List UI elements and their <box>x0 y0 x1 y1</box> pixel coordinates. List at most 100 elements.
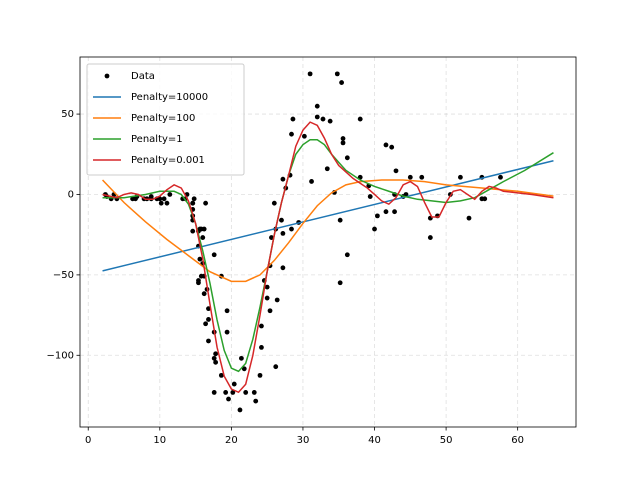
data-point <box>200 235 206 240</box>
x-tick-label: 50 <box>440 435 453 446</box>
x-tick-label: 40 <box>368 435 381 446</box>
data-point <box>213 351 219 357</box>
data-point <box>257 372 263 378</box>
data-point <box>393 168 399 174</box>
data-point <box>419 174 425 180</box>
data-point <box>466 215 472 221</box>
data-point <box>213 359 219 365</box>
data-point <box>264 284 270 290</box>
data-point <box>339 80 344 85</box>
data-point <box>223 390 229 395</box>
data-point <box>383 209 389 215</box>
data-point <box>334 71 340 77</box>
data-point <box>196 280 201 286</box>
data-point <box>309 179 314 184</box>
data-point <box>279 217 284 223</box>
data-point <box>259 323 264 329</box>
data-point <box>392 209 397 215</box>
data-point <box>243 390 249 395</box>
data-point <box>269 235 274 240</box>
data-point <box>337 280 343 286</box>
line-series <box>102 179 554 283</box>
legend-label: Penalty=0.001 <box>131 155 205 166</box>
y-tick-label: 50 <box>61 109 74 120</box>
line-series <box>102 121 554 394</box>
data-point <box>253 398 259 404</box>
data-point <box>324 166 330 172</box>
data-point <box>237 407 243 413</box>
data-point <box>230 390 236 395</box>
data-point <box>344 155 350 161</box>
data-point <box>498 174 503 180</box>
data-point <box>224 329 230 335</box>
data-point <box>301 133 307 139</box>
data-point <box>251 390 257 395</box>
data-point <box>314 114 320 120</box>
plot-frame <box>79 56 577 428</box>
y-tick-label: −50 <box>53 270 74 281</box>
data-point <box>340 140 346 146</box>
data-point <box>374 213 380 219</box>
data-point <box>224 308 230 314</box>
legend-label: Penalty=10000 <box>131 92 208 103</box>
data-point <box>206 317 211 322</box>
data-point <box>164 200 170 206</box>
data-point <box>267 308 273 314</box>
data-point <box>211 252 217 258</box>
data-point <box>206 306 211 312</box>
legend-marker <box>104 73 110 79</box>
legend-label: Penalty=100 <box>131 113 195 124</box>
data-point <box>241 366 247 372</box>
legend-box <box>86 63 245 176</box>
x-tick-label: 0 <box>85 435 91 446</box>
data-point <box>218 372 224 378</box>
data-point <box>307 71 313 77</box>
data-point <box>372 226 377 232</box>
data-point <box>167 192 173 197</box>
data-point <box>158 200 164 206</box>
line-series <box>102 159 554 272</box>
data-point <box>211 355 217 361</box>
legend-label: Data <box>131 71 155 82</box>
data-point <box>274 297 280 303</box>
y-tick-label: 0 <box>68 189 74 200</box>
data-point <box>383 142 389 148</box>
data-point <box>458 174 463 180</box>
data-point <box>290 116 296 122</box>
data-point <box>191 196 197 202</box>
data-point <box>389 144 395 150</box>
data-point <box>314 103 320 109</box>
data-point <box>482 196 488 202</box>
data-point <box>273 364 279 370</box>
data-point <box>161 196 167 202</box>
data-point <box>206 338 211 344</box>
x-tick-label: 20 <box>225 435 238 446</box>
x-tick-label: 10 <box>153 435 166 446</box>
data-point <box>280 176 286 182</box>
data-point <box>231 381 237 387</box>
data-point <box>289 131 294 137</box>
y-tick-label: −100 <box>47 350 74 361</box>
data-point <box>289 226 294 232</box>
data-point <box>367 194 373 199</box>
data-point <box>264 295 270 301</box>
data-point <box>280 265 286 271</box>
data-point <box>197 256 203 262</box>
x-tick-label: 30 <box>297 435 310 446</box>
data-point <box>238 355 244 361</box>
data-point <box>190 228 196 234</box>
data-point <box>203 200 209 206</box>
legend-label: Penalty=1 <box>131 134 183 145</box>
x-tick-label: 60 <box>511 435 524 446</box>
data-point <box>190 200 196 206</box>
data-point <box>157 196 163 202</box>
data-point <box>226 396 231 402</box>
data-point <box>280 230 286 236</box>
data-point <box>201 226 207 232</box>
data-point <box>271 200 277 206</box>
data-point <box>203 321 209 327</box>
data-point <box>407 174 413 180</box>
data-point <box>357 116 363 122</box>
data-point <box>327 118 333 124</box>
